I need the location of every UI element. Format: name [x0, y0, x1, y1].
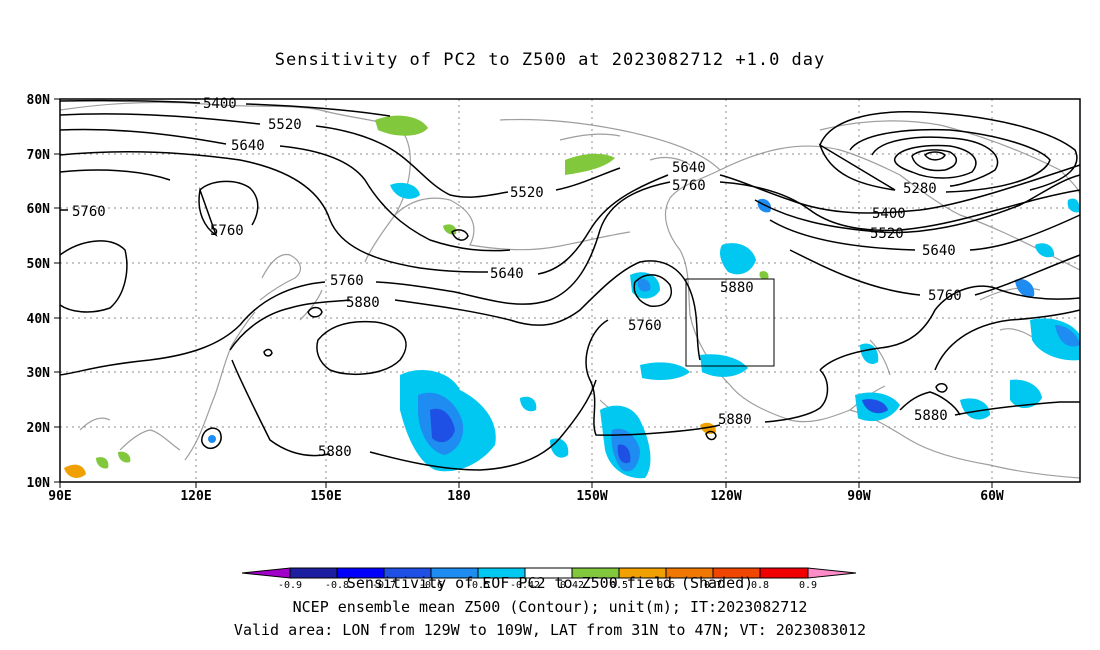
contour-label: 5880 — [346, 295, 380, 311]
lon-label: 150W — [576, 489, 607, 504]
lat-label: 60N — [27, 202, 51, 217]
contour-label: 5760 — [330, 273, 364, 289]
colorbar-label: -0.7 — [372, 580, 396, 591]
contour-label: 5760 — [928, 288, 962, 304]
lon-label: 120W — [710, 489, 741, 504]
lon-label: 120E — [180, 489, 211, 504]
colorbar-label: -0.6 — [419, 580, 443, 591]
colorbar-label: 0.42 — [560, 580, 584, 591]
longitude-labels: 90E 120E 150E 180 150W 120W 90W 60W — [48, 489, 1004, 504]
colorbar-end-right — [807, 567, 857, 579]
sensitivity-shading — [64, 115, 1080, 479]
contour-label: 5880 — [914, 408, 948, 424]
contour-label: 5520 — [870, 226, 904, 242]
contour-label: 5400 — [872, 206, 906, 222]
lat-label: 10N — [27, 476, 51, 491]
lat-label: 30N — [27, 366, 51, 381]
contour-label: 5880 — [318, 444, 352, 460]
colorbar-label: -0.8 — [325, 580, 349, 591]
contour-label: 5760 — [72, 204, 106, 220]
colorbar-label: 0.6 — [657, 580, 675, 591]
contour-label: 5760 — [628, 318, 662, 334]
contour-label: 5520 — [268, 117, 302, 133]
valid-area-box — [685, 278, 775, 367]
caption-contour: NCEP ensemble mean Z500 (Contour); unit(… — [292, 598, 808, 616]
lon-label: 180 — [447, 489, 471, 504]
colorbar-label: 0.7 — [704, 580, 722, 591]
lat-label: 20N — [27, 421, 51, 436]
colorbar-label: -0.5 — [466, 580, 490, 591]
colorbar-label: -0.9 — [278, 580, 302, 591]
colorbar-label: 0.9 — [799, 580, 817, 591]
lat-label: 70N — [27, 148, 51, 163]
contour-label: 5640 — [922, 243, 956, 259]
tick-marks — [54, 98, 993, 488]
lat-label: 80N — [27, 93, 51, 108]
lat-label: 50N — [27, 257, 51, 272]
lon-label: 60W — [980, 489, 1004, 504]
contour-label: 5400 — [203, 96, 237, 112]
lon-label: 90E — [48, 489, 71, 504]
lon-label: 150E — [310, 489, 341, 504]
contour-label: 5880 — [720, 280, 754, 296]
colorbar-label: 0.5 — [610, 580, 628, 591]
contour-label: 5760 — [210, 223, 244, 239]
contour-label: 5640 — [231, 138, 265, 154]
contour-label: 5280 — [903, 181, 937, 197]
caption-valid-area: Valid area: LON from 129W to 109W, LAT f… — [233, 621, 867, 639]
colorbar-label: 0.8 — [751, 580, 769, 591]
contour-label: 5880 — [718, 412, 752, 428]
latitude-labels: 80N 70N 60N 50N 40N 30N 20N 10N — [27, 93, 51, 491]
contour-label: 5640 — [672, 160, 706, 176]
colorbar-label: -0.42 — [510, 580, 540, 591]
caption-shaded: Sensitivity of EOF PC2 to Z500 field (Sh… — [346, 574, 754, 592]
plot-frame — [59, 98, 1081, 483]
lat-label: 40N — [27, 312, 51, 327]
lon-label: 90W — [847, 489, 871, 504]
z500-contours — [59, 99, 1081, 471]
contour-labels: 5400 5520 5640 5760 5760 5520 5640 5760 … — [72, 96, 962, 460]
colorbar: -0.9 -0.8 -0.7 -0.6 -0.5 -0.42 0.42 0.5 … — [241, 567, 857, 591]
contour-label: 5640 — [490, 266, 524, 282]
figure-title: Sensitivity of PC2 to Z500 at 2023082712… — [274, 50, 826, 70]
contour-label: 5760 — [672, 178, 706, 194]
contour-label: 5520 — [510, 185, 544, 201]
